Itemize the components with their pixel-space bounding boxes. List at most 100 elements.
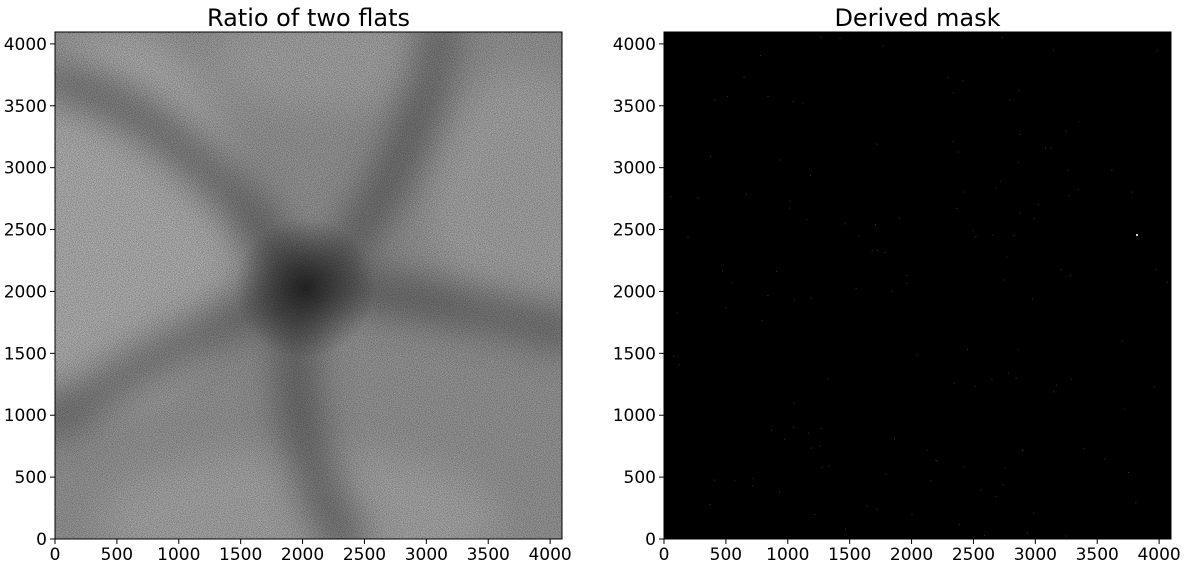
mask-speck (1018, 89, 1020, 91)
x-tick-label: 2500 (952, 545, 995, 565)
mask-speck (710, 156, 711, 158)
mask-speck (752, 485, 754, 487)
mask-speck (1050, 147, 1052, 149)
mask-speck (984, 534, 986, 536)
y-tick-label: 2000 (613, 282, 656, 302)
mask-speck (676, 312, 678, 314)
mask-speck (906, 282, 908, 284)
mask-speck (1135, 502, 1137, 504)
mask-speck (999, 180, 1001, 182)
mask-speck (1131, 191, 1133, 193)
mask-speck (871, 250, 873, 252)
y-tick-label: 0 (36, 530, 47, 550)
mask-speck (814, 514, 816, 515)
mask-speck (1077, 188, 1079, 190)
mask-specks (670, 36, 1168, 537)
mask-speck (1053, 49, 1054, 51)
ratio-axes-frame (54, 31, 563, 540)
mask-speck (1065, 535, 1067, 537)
mask-speck (992, 234, 994, 236)
y-tick-label: 3500 (613, 97, 656, 117)
ratio-panel: Ratio of two flats 0 500 1000 1500 2000 2500 3… (4, 4, 572, 565)
mask-speck (810, 447, 812, 449)
mask-speck (1067, 169, 1069, 171)
mask-speck (858, 235, 860, 237)
y-tick-label: 0 (645, 530, 656, 550)
mask-speck (1053, 391, 1055, 393)
y-tick-label: 1500 (4, 344, 47, 364)
mask-speck (1027, 532, 1028, 534)
mask-speck (844, 223, 846, 225)
mask-speck (957, 151, 959, 153)
mask-title: Derived mask (834, 4, 1000, 32)
x-tick-label: 3000 (405, 545, 448, 565)
mask-speck (792, 100, 794, 102)
mask-speck (975, 236, 977, 238)
ratio-y-axis: 0 500 1000 1500 2000 2500 3000 3500 4000 (4, 35, 55, 550)
mask-speck (839, 38, 841, 39)
mask-speck (894, 438, 895, 440)
mask-speck (953, 382, 955, 384)
x-tick-label: 500 (710, 545, 742, 565)
y-tick-label: 2500 (4, 221, 47, 241)
mask-speck (759, 55, 761, 57)
mask-speck (771, 430, 773, 432)
mask-speck (752, 478, 754, 480)
mask-speck (827, 378, 829, 380)
mask-speck (845, 528, 846, 530)
mask-speck (936, 460, 938, 462)
mask-speck (884, 252, 886, 254)
mask-speck (958, 523, 960, 525)
mask-speck (1104, 458, 1106, 460)
mask-speck (789, 207, 791, 209)
mask-speck (789, 200, 791, 202)
mask-image (664, 32, 1171, 539)
mask-speck (885, 473, 887, 475)
mask-speck (995, 187, 997, 189)
mask-speck (1037, 203, 1039, 205)
mask-speck (1032, 512, 1034, 514)
mask-speck (1002, 484, 1004, 486)
x-tick-label: 3500 (467, 545, 510, 565)
x-tick-label: 3000 (1014, 545, 1057, 565)
mask-speck (810, 175, 811, 177)
mask-speck (1111, 169, 1113, 171)
mask-speck (855, 287, 857, 289)
mask-speck (1021, 450, 1023, 452)
mask-speck (784, 438, 786, 440)
mask-speck (935, 459, 937, 461)
x-tick-label: 2000 (890, 545, 933, 565)
mask-speck (820, 428, 822, 429)
mask-speck (820, 36, 822, 38)
mask-axes-frame (663, 31, 1172, 540)
x-tick-label: 4000 (528, 545, 571, 565)
x-tick-label: 1500 (219, 545, 262, 565)
mask-speck (792, 426, 794, 428)
y-tick-label: 1500 (613, 344, 656, 364)
mask-speck (713, 479, 715, 481)
mask-speck (808, 432, 810, 434)
mask-speck (802, 102, 804, 104)
mask-speck (670, 196, 672, 198)
mask-panel: Derived mask 0 500 1000 1500 2000 2500 3000 350… (613, 4, 1181, 565)
mask-speck (697, 197, 699, 199)
x-tick-label: 1000 (766, 545, 809, 565)
mask-speck (1083, 448, 1085, 450)
mask-speck (1056, 384, 1058, 386)
mask-speck (761, 320, 763, 322)
mask-speck (995, 495, 997, 497)
mask-speck (876, 249, 878, 251)
mask-speck (767, 295, 769, 297)
mask-speck (776, 270, 777, 272)
mask-speck (906, 274, 908, 276)
mask-speck (866, 505, 868, 507)
mask-speck (767, 96, 769, 97)
mask-speck (916, 354, 918, 356)
mask-x-axis: 0 500 1000 1500 2000 2500 3000 3500 4000 (659, 539, 1181, 565)
mask-speck (1045, 147, 1046, 149)
ratio-x-axis: 0 500 1000 1500 2000 2500 3000 3500 4000 (50, 539, 572, 565)
y-tick-label: 3000 (613, 159, 656, 179)
y-tick-label: 4000 (4, 35, 47, 55)
mask-speck (1033, 218, 1035, 220)
